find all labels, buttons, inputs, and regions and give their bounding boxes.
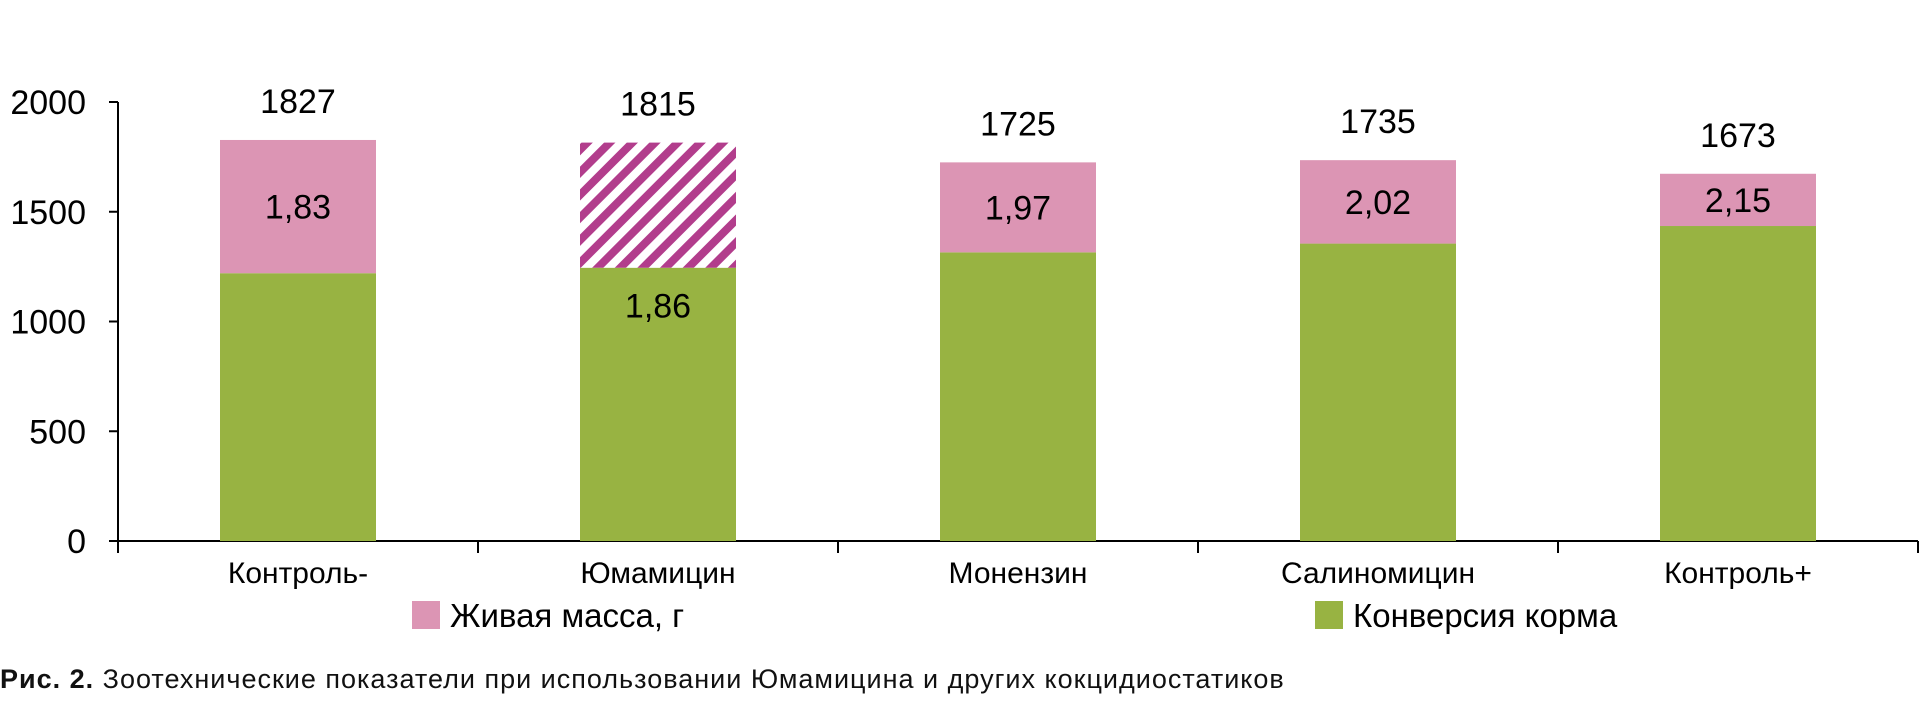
total-value-label: 1735 — [1340, 103, 1416, 141]
bar-lower-segment — [220, 273, 376, 541]
total-value-label: 1815 — [620, 86, 696, 124]
bar-lower-segment — [940, 252, 1096, 542]
bar-upper-segment — [580, 142, 736, 268]
category-label: Контроль+ — [1664, 557, 1812, 590]
conversion-label: 1,83 — [265, 189, 331, 227]
total-value-label: 1827 — [260, 83, 336, 121]
caption-prefix: Рис. 2. — [0, 664, 95, 694]
chart: 0 500 1000 1500 2000 Контроль- 1827 1,83 Юмамиц… — [10, 83, 1919, 634]
category-label: Монензин — [949, 557, 1088, 590]
bar-lower-segment — [1300, 243, 1456, 541]
conversion-label: 1,97 — [985, 189, 1051, 227]
y-tick-label: 0 — [67, 523, 86, 561]
bar-lower-segment — [580, 267, 736, 541]
legend-label: Живая масса, г — [450, 597, 684, 634]
conversion-label: 2,02 — [1345, 184, 1411, 222]
bar-upper-segment — [1660, 173, 1816, 227]
bar-lower-segment — [1660, 226, 1816, 541]
total-value-label: 1725 — [980, 105, 1056, 143]
y-tick-label: 1000 — [10, 304, 86, 342]
caption-text: Зоотехнические показатели при использова… — [94, 664, 1285, 694]
bar-upper-segment — [1300, 160, 1456, 244]
figure-caption: Рис. 2. Зоотехнические показатели при ис… — [0, 664, 1285, 695]
bar-upper-segment — [940, 162, 1096, 253]
total-value-label: 1673 — [1700, 117, 1776, 155]
legend-swatch-feed-conversion — [1315, 601, 1343, 629]
category-label: Салиномицин — [1281, 557, 1475, 590]
legend-swatch-live-weight — [412, 601, 440, 629]
y-tick-label: 500 — [29, 413, 86, 451]
conversion-label: 2,15 — [1705, 182, 1771, 220]
category-label: Контроль- — [228, 557, 368, 590]
bar-upper-segment — [220, 139, 376, 274]
category-label: Юмамицин — [580, 557, 735, 590]
y-tick-label: 2000 — [10, 84, 86, 122]
legend-label: Конверсия корма — [1353, 597, 1618, 634]
y-tick-label: 1500 — [10, 194, 86, 232]
conversion-label: 1,86 — [625, 288, 691, 326]
